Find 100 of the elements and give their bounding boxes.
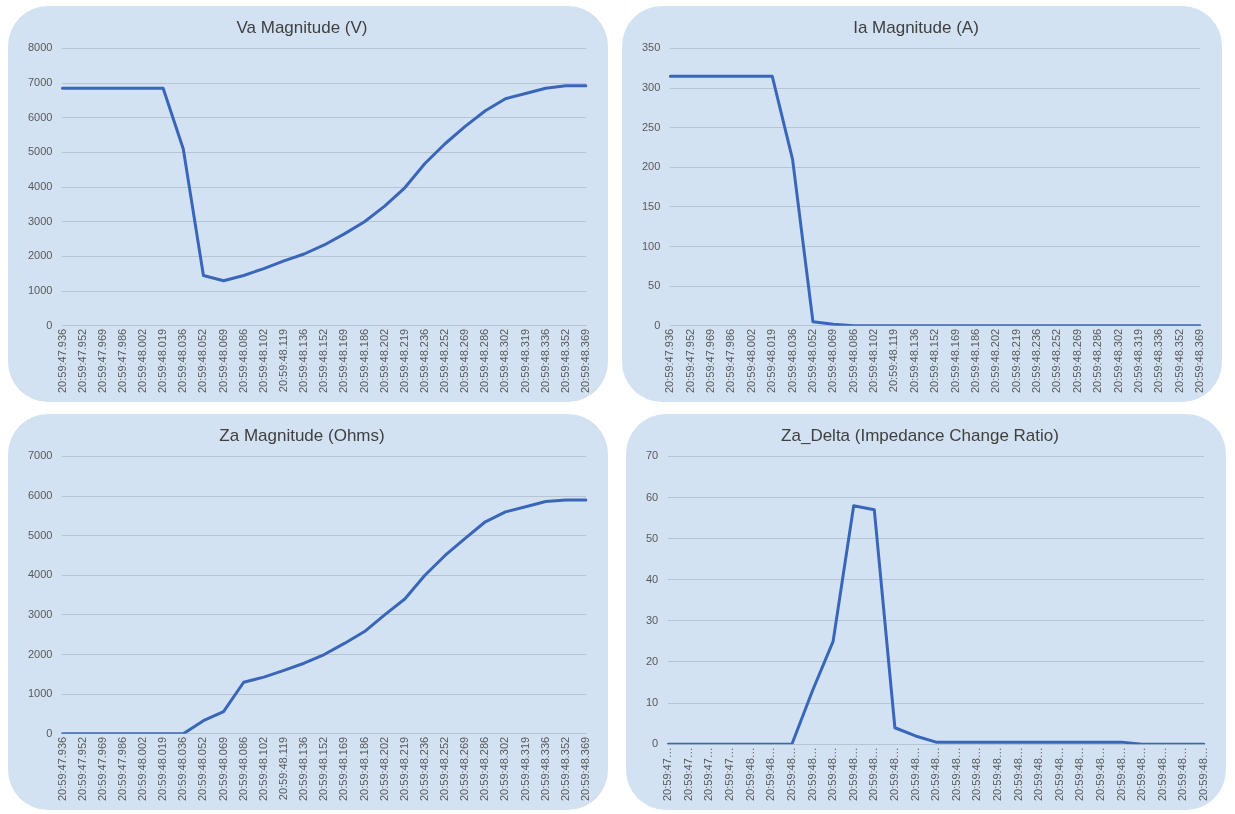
x-tick-label: 20:59:48.069 [216,328,229,394]
x-tick-label: 20:59:48.002 [136,736,149,802]
y-tick-label: 3000 [27,214,53,227]
x-tick-label: 20:59:48.052 [805,328,818,394]
chart-title: Va Magnitude (V) [236,17,368,37]
x-tick-label: 20:59:48.236 [1030,328,1043,394]
y-tick-label: 60 [645,490,659,503]
y-tick-label: 150 [641,199,661,212]
x-tick-label: 20:59:48.286 [478,736,491,802]
x-tick-label: 20:59:48.019 [156,736,169,802]
y-tick-label: 20 [645,654,659,667]
x-tick-label: 20:59:47… [723,747,736,802]
y-tick-label: 3000 [27,607,53,620]
y-tick-label: 0 [652,737,659,750]
x-tick-label: 20:59:48.352 [1172,328,1185,394]
x-tick-label: 20:59:48.102 [256,736,269,802]
x-tick-label: 20:59:48… [764,747,777,802]
x-tick-label: 20:59:48.119 [277,736,289,801]
x-tick-label: 20:59:47.952 [75,736,88,802]
x-tick-label: 20:59:48.319 [518,328,531,394]
y-tick-label: 6000 [27,489,53,502]
x-tick-label: 20:59:48.069 [216,736,229,802]
x-tick-label: 20:59:48… [743,747,756,802]
y-tick-label: 5000 [27,528,53,541]
y-tick-label: 1000 [27,284,53,297]
x-tick-label: 20:59:48… [887,747,900,802]
x-tick-label: 20:59:48.302 [1111,328,1124,394]
y-tick-label: 200 [641,160,661,173]
x-tick-label: 20:59:48.036 [176,328,189,394]
x-tick-label: 20:59:47.969 [95,736,108,802]
x-tick-label: 20:59:48.169 [337,736,350,802]
x-tick-label: 20:59:47… [661,747,674,802]
x-tick-label: 20:59:48.269 [1070,328,1083,394]
y-tick-label: 2000 [27,249,53,262]
x-tick-label: 20:59:48.269 [458,328,471,394]
y-tick-label: 250 [641,120,661,133]
y-tick-label: 350 [641,41,661,54]
x-tick-label: 20:59:48.086 [846,328,859,394]
x-tick-label: 20:59:47.969 [704,328,717,394]
x-tick-label: 20:59:48… [1114,747,1127,802]
x-tick-label: 20:59:48.102 [256,328,269,394]
x-tick-label: 20:59:48.202 [989,328,1002,394]
x-tick-label: 20:59:48.002 [136,328,149,394]
x-tick-label: 20:59:47.936 [55,736,68,802]
x-tick-label: 20:59:48.019 [156,328,169,394]
x-tick-label: 20:59:48.036 [176,736,189,802]
y-tick-label: 0 [654,318,661,331]
x-tick-label: 20:59:48.052 [196,328,209,394]
x-tick-label: 20:59:48.286 [478,328,491,394]
x-tick-label: 20:59:48.302 [498,736,511,802]
x-tick-label: 20:59:48.119 [277,328,289,393]
x-tick-label: 20:59:48.219 [1009,328,1022,394]
y-tick-label: 50 [645,531,659,544]
x-tick-label: 20:59:48… [784,747,797,802]
x-tick-label: 20:59:48.269 [458,736,471,802]
x-tick-label: 20:59:48.236 [417,328,430,394]
x-tick-label: 20:59:48.152 [317,328,330,394]
x-tick-label: 20:59:48… [929,747,942,802]
x-tick-label: 20:59:48.336 [1152,328,1165,394]
x-tick-label: 20:59:48… [908,747,921,802]
x-tick-label: 20:59:48.352 [558,328,571,394]
y-tick-label: 0 [46,726,53,739]
x-tick-label: 20:59:48.369 [579,328,592,394]
x-tick-label: 20:59:48… [970,747,983,802]
x-tick-label: 20:59:48… [990,747,1003,802]
x-tick-label: 20:59:48.186 [357,328,370,394]
x-tick-label: 20:59:48.152 [317,736,330,802]
chart-title: Ia Magnitude (A) [853,17,979,37]
y-tick-label: 7000 [27,449,53,462]
x-tick-label: 20:59:48.252 [438,328,451,394]
x-tick-label: 20:59:48.219 [397,736,410,802]
y-tick-label: 40 [645,572,659,585]
x-tick-label: 20:59:48.369 [579,736,592,802]
x-tick-label: 20:59:48.069 [826,328,839,394]
x-tick-label: 20:59:48.086 [236,328,249,394]
y-tick-label: 300 [641,81,661,94]
x-tick-label: 20:59:48.169 [337,328,350,394]
y-tick-label: 50 [648,279,661,292]
y-tick-label: 1000 [27,687,53,700]
x-tick-label: 20:59:48.136 [297,736,310,802]
x-tick-label: 20:59:48.052 [196,736,209,802]
x-tick-label: 20:59:48.152 [928,328,941,394]
y-tick-label: 0 [46,318,53,331]
x-tick-label: 20:59:48.169 [948,328,961,394]
y-tick-label: 30 [645,613,659,626]
x-tick-label: 20:59:47.986 [115,328,128,394]
x-tick-label: 20:59:48.119 [887,328,900,393]
x-tick-label: 20:59:48.252 [438,736,451,802]
x-tick-label: 20:59:48.302 [498,328,511,394]
y-tick-label: 5000 [27,145,53,158]
x-tick-label: 20:59:48… [846,747,859,802]
x-tick-label: 20:59:48.186 [357,736,370,802]
x-tick-label: 20:59:48.336 [538,328,551,394]
x-tick-label: 20:59:48.369 [1193,328,1206,394]
x-tick-label: 20:59:48.336 [538,736,551,802]
x-tick-label: 20:59:48… [1135,747,1148,802]
y-tick-label: 7000 [27,76,53,89]
x-tick-label: 20:59:48… [1155,747,1168,802]
x-tick-label: 20:59:48.252 [1050,328,1063,394]
x-tick-label: 20:59:48… [1011,747,1024,802]
